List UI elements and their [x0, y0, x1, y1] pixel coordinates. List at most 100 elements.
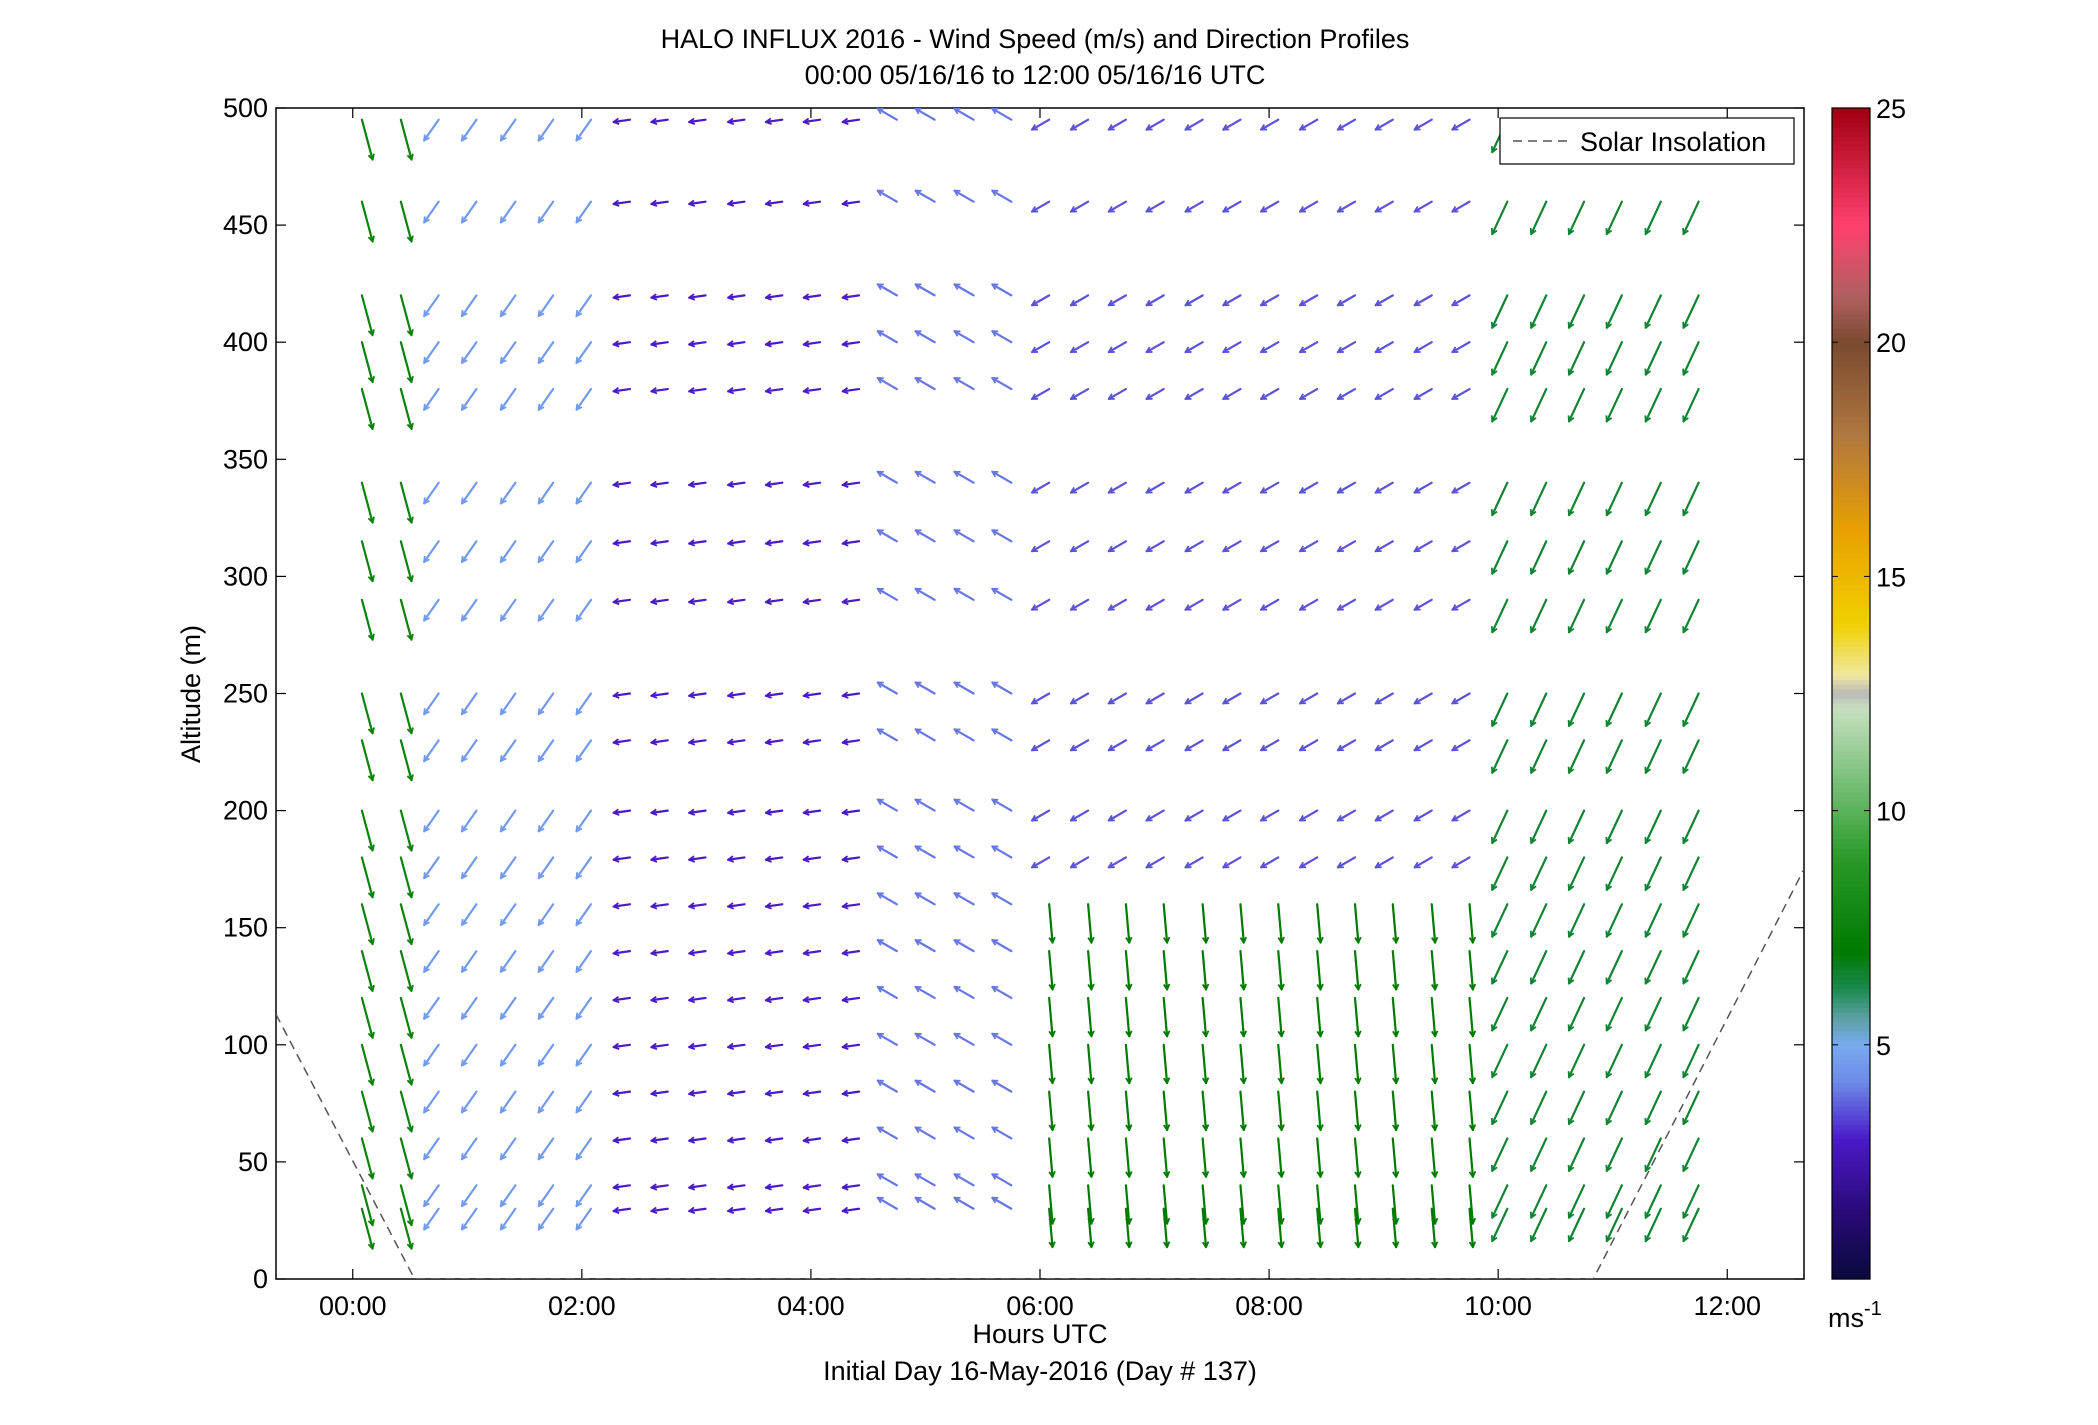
wind-vector-shaft [1260, 481, 1280, 494]
wind-vector-shaft [460, 903, 478, 927]
wind-vector-shaft [1605, 540, 1623, 575]
wind-vector-shaft [1184, 739, 1204, 752]
colorbar-band [1832, 332, 1870, 339]
wind-vector-shaft [1530, 341, 1548, 376]
wind-vector-shaft [612, 903, 632, 908]
wind-vector-shaft [1567, 481, 1586, 517]
wind-vector-head [842, 387, 849, 393]
wind-vector-head [1031, 299, 1036, 306]
wind-vector [423, 1207, 440, 1231]
wind-vector-head [499, 555, 503, 563]
x-tick-label: 04:00 [777, 1291, 845, 1321]
colorbar-band [1832, 1035, 1870, 1041]
wind-vector [1374, 118, 1394, 131]
legend: Solar Insolation [1499, 117, 1795, 165]
wind-vector-shaft [1605, 387, 1623, 423]
wind-vector-shaft [914, 189, 936, 203]
colorbar-band [1832, 426, 1870, 432]
colorbar-band [1832, 417, 1870, 423]
wind-vector-shaft [1277, 996, 1283, 1038]
wind-vector-shaft [991, 587, 1013, 601]
wind-vector [764, 1089, 784, 1097]
wind-vector [575, 540, 593, 564]
wind-vector [841, 1136, 861, 1144]
wind-vector [688, 949, 707, 957]
wind-vector [764, 539, 784, 547]
wind-vector-head [1260, 697, 1265, 704]
wind-vector [914, 283, 936, 297]
wind-vector-head [1107, 124, 1113, 131]
wind-vector-shaft [460, 739, 478, 763]
wind-vector-head [1337, 744, 1342, 751]
wind-vector [1567, 1043, 1586, 1079]
wind-vector [1567, 598, 1586, 634]
wind-vector-shaft [499, 809, 517, 833]
wind-vector-shaft [914, 1032, 936, 1046]
wind-vector-shaft [399, 739, 413, 782]
wind-vector-shaft [1468, 996, 1474, 1038]
colorbar-band [1832, 1077, 1870, 1083]
colorbar-band [1832, 955, 1870, 962]
colorbar-band [1832, 229, 1870, 236]
wind-vector-shaft [1260, 739, 1280, 752]
wind-vector-shaft [460, 118, 478, 142]
wind-vector-shaft [612, 481, 632, 487]
wind-vector-head [1374, 814, 1380, 821]
wind-vector [1391, 996, 1400, 1038]
wind-vector-head [1451, 861, 1457, 868]
wind-vector [575, 1137, 593, 1161]
wind-vector-head [688, 340, 695, 346]
y-tick-label: 300 [223, 561, 268, 591]
wind-vector-head [406, 728, 413, 734]
wind-vector-shaft [1644, 692, 1662, 728]
colorbar-band [1832, 285, 1870, 292]
wind-vector-head [1048, 1124, 1054, 1131]
wind-vector-head [1277, 983, 1283, 990]
wind-vector-shaft [499, 950, 517, 973]
wind-vector-shaft [499, 540, 517, 564]
wind-vector-shaft [1316, 1090, 1322, 1132]
wind-vector-shaft [688, 598, 707, 604]
wind-vector [460, 341, 478, 365]
wind-vector-shaft [1567, 856, 1586, 891]
wind-vector-head [1413, 487, 1419, 494]
colorbar-band [1832, 318, 1870, 325]
wind-vector [727, 387, 746, 395]
wind-vector-head [575, 614, 579, 621]
wind-vector-head [1260, 545, 1265, 552]
wind-vector-shaft [1682, 1207, 1700, 1243]
wind-vector-shaft [360, 950, 374, 993]
wind-vector [1451, 598, 1471, 611]
wind-vector [537, 387, 555, 411]
plot-frame [275, 107, 1805, 1280]
colorbar-band [1832, 745, 1870, 751]
wind-vector [1145, 387, 1165, 401]
wind-vector-head [1299, 604, 1304, 611]
wind-vector [499, 809, 517, 833]
wind-vector-shaft [1682, 341, 1700, 376]
colorbar-band [1832, 1208, 1870, 1215]
wind-vector [1298, 692, 1319, 705]
wind-vector [1529, 903, 1548, 938]
wind-vector-head [842, 117, 849, 123]
wind-vector [1468, 996, 1477, 1038]
wind-vector [727, 199, 746, 207]
wind-vector [1374, 739, 1394, 752]
wind-vector [575, 294, 593, 318]
wind-vector-shaft [953, 1079, 975, 1093]
wind-vector [991, 1032, 1013, 1046]
wind-vector [1124, 950, 1133, 991]
wind-vector [360, 692, 375, 735]
wind-vector-head [727, 539, 734, 545]
wind-vector [1529, 692, 1548, 728]
colorbar-band [1832, 342, 1870, 348]
colorbar-band [1832, 1082, 1870, 1088]
wind-vector [1605, 996, 1623, 1032]
wind-vector [1605, 294, 1623, 329]
wind-vector-head [537, 1153, 541, 1160]
wind-vector-shaft [1468, 1090, 1474, 1132]
wind-vector-shaft [727, 996, 746, 1002]
colorbar-band [1832, 1086, 1870, 1093]
wind-vector-head [406, 1079, 413, 1086]
colorbar-band [1832, 389, 1870, 395]
